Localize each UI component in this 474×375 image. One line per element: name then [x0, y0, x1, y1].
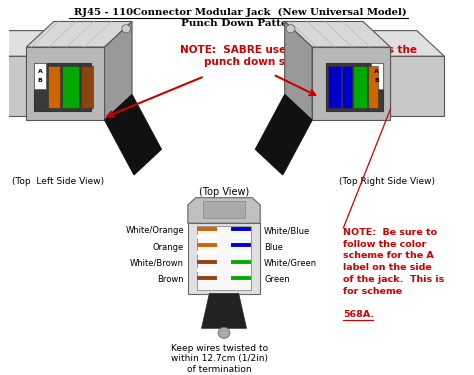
Text: White/Orange: White/Orange: [125, 226, 184, 235]
Circle shape: [122, 25, 130, 33]
Polygon shape: [391, 56, 444, 116]
Polygon shape: [342, 66, 352, 108]
Polygon shape: [368, 66, 378, 108]
Text: Keep wires twisted to
within 12.7cm (1/2in)
of termination: Keep wires twisted to within 12.7cm (1/2…: [171, 344, 268, 374]
Polygon shape: [48, 66, 60, 108]
Polygon shape: [81, 66, 93, 108]
Text: as the: as the: [377, 45, 417, 55]
Text: NOTE:  SABRE uses Scheme: NOTE: SABRE uses Scheme: [180, 45, 346, 55]
Text: White/Blue: White/Blue: [264, 226, 310, 235]
Text: RJ45 - 110Connector Modular Jack  (New Universal Model): RJ45 - 110Connector Modular Jack (New Un…: [74, 8, 407, 17]
Text: Brown: Brown: [157, 275, 184, 284]
Text: Blue: Blue: [264, 243, 283, 252]
Circle shape: [218, 327, 230, 338]
Polygon shape: [27, 21, 132, 47]
Text: 568A.: 568A.: [344, 310, 374, 319]
Text: B: B: [374, 78, 379, 83]
Text: Orange: Orange: [153, 243, 184, 252]
Polygon shape: [197, 226, 251, 290]
Polygon shape: [201, 294, 246, 328]
Text: A: A: [37, 69, 43, 74]
Polygon shape: [0, 56, 27, 116]
Circle shape: [286, 25, 295, 33]
Polygon shape: [62, 66, 79, 108]
Text: 568A: 568A: [350, 45, 380, 55]
Text: (Top Right Side View): (Top Right Side View): [339, 177, 436, 186]
Text: A: A: [374, 69, 379, 74]
Polygon shape: [105, 94, 161, 175]
Text: Punch Down Pattern: Punch Down Pattern: [181, 19, 301, 28]
Text: White/Brown: White/Brown: [130, 259, 184, 268]
Polygon shape: [285, 21, 391, 47]
Polygon shape: [371, 63, 383, 89]
Polygon shape: [105, 21, 132, 120]
Polygon shape: [255, 94, 312, 175]
Text: White/Green: White/Green: [264, 259, 317, 268]
Polygon shape: [312, 47, 391, 120]
Polygon shape: [0, 31, 54, 56]
Polygon shape: [34, 63, 91, 111]
Polygon shape: [328, 66, 341, 108]
Text: (Top View): (Top View): [199, 187, 249, 197]
Text: B: B: [37, 78, 43, 83]
Polygon shape: [326, 63, 383, 111]
Polygon shape: [27, 47, 105, 120]
Polygon shape: [203, 201, 245, 218]
Text: Green: Green: [264, 275, 290, 284]
Polygon shape: [363, 31, 444, 56]
Polygon shape: [285, 21, 312, 120]
Polygon shape: [353, 66, 367, 108]
Text: NOTE:  Be sure to
follow the color
scheme for the A
label on the side
of the jac: NOTE: Be sure to follow the color scheme…: [344, 228, 445, 296]
Polygon shape: [188, 198, 260, 223]
Polygon shape: [34, 63, 46, 89]
Text: punch down scheme.: punch down scheme.: [204, 57, 328, 67]
Polygon shape: [188, 223, 260, 294]
Text: (Top  Left Side View): (Top Left Side View): [11, 177, 104, 186]
